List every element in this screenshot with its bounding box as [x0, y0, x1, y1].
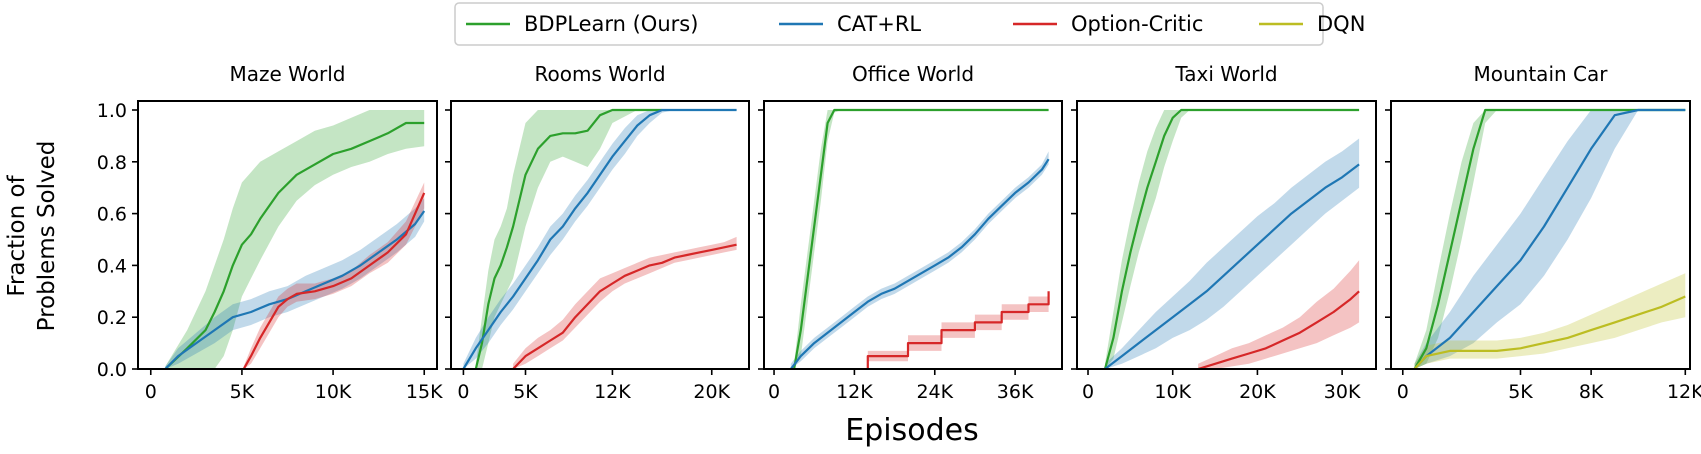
panel-maze-world: Maze World 0.0 0.2 0.4 0.6 0.8 1.0 0 5K 10K 15K	[97, 62, 443, 403]
panel-frame	[1076, 100, 1377, 370]
y-tick-label: 1.0	[97, 100, 127, 122]
x-axis-label: Episodes	[845, 413, 978, 448]
y-axis-label: Fraction of Problems Solved	[4, 141, 60, 332]
x-tick-label: 30K	[1324, 381, 1361, 403]
panel-frame	[763, 100, 1063, 370]
x-tick-label: 15K	[406, 381, 443, 403]
panel-frame	[450, 100, 750, 370]
panel-rooms-world: Rooms World 0 5K 12K 20K	[445, 62, 750, 403]
panel-title: Maze World	[230, 62, 346, 86]
legend-label-cat-rl: CAT+RL	[837, 12, 921, 36]
band-option-critic	[1198, 260, 1360, 369]
panel-title: Taxi World	[1174, 62, 1277, 86]
line-cat-rl	[462, 108, 737, 369]
x-tick-label: 10K	[1154, 381, 1191, 403]
band-cat-rl	[790, 151, 1049, 369]
line-bdplearn-ours	[793, 108, 1049, 369]
legend-label-option-critic: Option-Critic	[1071, 12, 1203, 36]
band-cat-rl	[1414, 110, 1686, 369]
line-bdplearn-ours	[474, 108, 663, 369]
x-tick-label: 0	[1397, 381, 1409, 403]
y-tick-label: 0.8	[97, 152, 127, 174]
panel-mountain-car: Mountain Car 0 5K 8K 12K	[1385, 62, 1701, 403]
legend-label-bdplearn-ours: BDPLearn (Ours)	[524, 12, 698, 36]
x-tick-label: 36K	[997, 381, 1034, 403]
line-option-critic	[242, 192, 426, 369]
line-cat-rl	[1413, 108, 1686, 369]
x-tick-label: 5K	[1508, 381, 1533, 403]
band-bdplearn-ours	[475, 110, 663, 369]
y-tick-label: 0.2	[97, 307, 127, 329]
line-cat-rl	[164, 210, 426, 369]
x-tick-label: 10K	[315, 381, 352, 403]
y-tick-label: 0.4	[97, 255, 127, 277]
x-tick-label: 20K	[693, 381, 730, 403]
line-cat-rl	[1104, 163, 1360, 369]
band-cat-rl	[1105, 138, 1360, 369]
line-option-critic	[1197, 290, 1360, 369]
line-bdplearn-ours	[1413, 108, 1686, 369]
x-tick-label: 5K	[230, 381, 255, 403]
line-dqn	[1413, 295, 1686, 369]
x-tick-label: 5K	[513, 381, 538, 403]
x-tick-label: 0	[1082, 381, 1094, 403]
x-tick-label: 8K	[1579, 381, 1604, 403]
x-tick-label: 12K	[836, 381, 873, 403]
line-option-critic	[512, 243, 737, 369]
band-bdplearn-ours	[165, 110, 425, 369]
line-bdplearn-ours	[1103, 108, 1360, 369]
line-cat-rl	[789, 158, 1050, 369]
line-option-critic	[866, 291, 1050, 369]
band-cat-rl	[463, 110, 737, 369]
y-tick-label: 0.0	[97, 359, 127, 381]
panel-title: Rooms World	[534, 62, 665, 86]
legend-label-dqn: DQN	[1317, 12, 1365, 36]
panel-taxi-world: Taxi World 0 10K 20K 30K	[1071, 62, 1377, 403]
y-tick-label: 0.6	[97, 204, 127, 226]
x-tick-label: 0	[457, 381, 469, 403]
x-tick-label: 24K	[916, 381, 953, 403]
x-tick-label: 0	[768, 381, 780, 403]
legend-frame	[454, 2, 1324, 46]
x-tick-label: 20K	[1239, 381, 1276, 403]
panel-title: Office World	[852, 62, 974, 86]
legend: BDPLearn (Ours) CAT+RL Option-Critic DQN	[454, 2, 1365, 46]
x-tick-label: 12K	[1667, 381, 1701, 403]
line-bdplearn-ours	[164, 121, 425, 369]
x-tick-label: 0	[145, 381, 157, 403]
panel-office-world: Office World 0 12K 24K 36K	[758, 62, 1063, 403]
x-tick-label: 12K	[594, 381, 631, 403]
band-option-critic	[867, 283, 1049, 369]
panel-frame	[1390, 100, 1691, 370]
band-cat-rl	[165, 198, 425, 369]
panel-title: Mountain Car	[1474, 62, 1609, 86]
panel-frame	[137, 100, 438, 370]
band-dqn	[1414, 273, 1686, 369]
